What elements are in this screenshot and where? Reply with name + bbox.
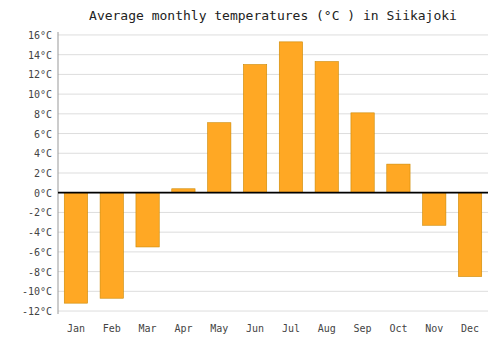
grid-line: [58, 94, 488, 95]
x-tick-label: Oct: [389, 323, 407, 334]
y-axis: -12°C -10°C -8°C -6°C -4°C -2°C 0°C 2°C 4°C 6°C 8°…: [22, 30, 58, 317]
bar: [136, 193, 159, 247]
y-tick-label: 12°C: [28, 69, 52, 80]
bars: [64, 42, 481, 303]
chart-container: Average monthly temperatures (°C ) in Si…: [0, 0, 500, 350]
grid-line: [58, 153, 488, 154]
zero-line: [58, 192, 488, 194]
x-tick-label: Mar: [139, 323, 157, 334]
grid-line: [58, 311, 488, 312]
bar: [387, 164, 410, 193]
y-tick-label: -4°C: [28, 227, 52, 238]
bar: [208, 123, 231, 193]
x-tick-label: Nov: [425, 323, 443, 334]
y-tick-label: -12°C: [22, 306, 52, 317]
bar: [279, 42, 302, 193]
y-axis-line: [58, 32, 59, 314]
y-tick-label: 16°C: [28, 30, 52, 41]
x-tick-label: Jan: [67, 323, 85, 334]
y-tick-label: -6°C: [28, 247, 52, 258]
bar: [315, 62, 338, 193]
x-tick-label: Jun: [246, 323, 264, 334]
bar: [64, 193, 87, 303]
x-tick-label: Jul: [282, 323, 300, 334]
y-tick-label: 6°C: [34, 129, 52, 140]
chart-svg: Average monthly temperatures (°C ) in Si…: [0, 0, 500, 350]
y-tick-label: -2°C: [28, 207, 52, 218]
grid-line: [58, 74, 488, 75]
x-tick-label: Apr: [174, 323, 192, 334]
title: Average monthly temperatures (°C ) in Si…: [89, 8, 457, 23]
bar: [100, 193, 123, 299]
grid-line: [58, 173, 488, 174]
y-tick-label: 2°C: [34, 168, 52, 179]
x-tick-label: Feb: [103, 323, 121, 334]
x-tick-label: Sep: [354, 323, 372, 334]
x-tick-label: Dec: [461, 323, 479, 334]
y-tick-label: 8°C: [34, 109, 52, 120]
y-tick-label: 10°C: [28, 89, 52, 100]
x-tick-label: Aug: [318, 323, 336, 334]
grid-line: [58, 34, 488, 35]
grid-line: [58, 192, 488, 193]
y-tick-label: 0°C: [34, 188, 52, 199]
bar: [458, 193, 481, 277]
bar: [351, 113, 374, 193]
y-tick-label: -10°C: [22, 286, 52, 297]
x-tick-label: May: [210, 323, 228, 334]
grid: [58, 35, 488, 311]
grid-line: [58, 54, 488, 55]
grid-line: [58, 133, 488, 134]
y-tick-label: 14°C: [28, 50, 52, 61]
x-axis: Jan Feb Mar Apr May Jun Jul Aug Sep Oct Nov Dec: [67, 323, 479, 334]
grid-line: [58, 113, 488, 114]
y-tick-label: 4°C: [34, 148, 52, 159]
y-tick-label: -8°C: [28, 267, 52, 278]
bar: [423, 193, 446, 226]
bar: [243, 65, 266, 193]
